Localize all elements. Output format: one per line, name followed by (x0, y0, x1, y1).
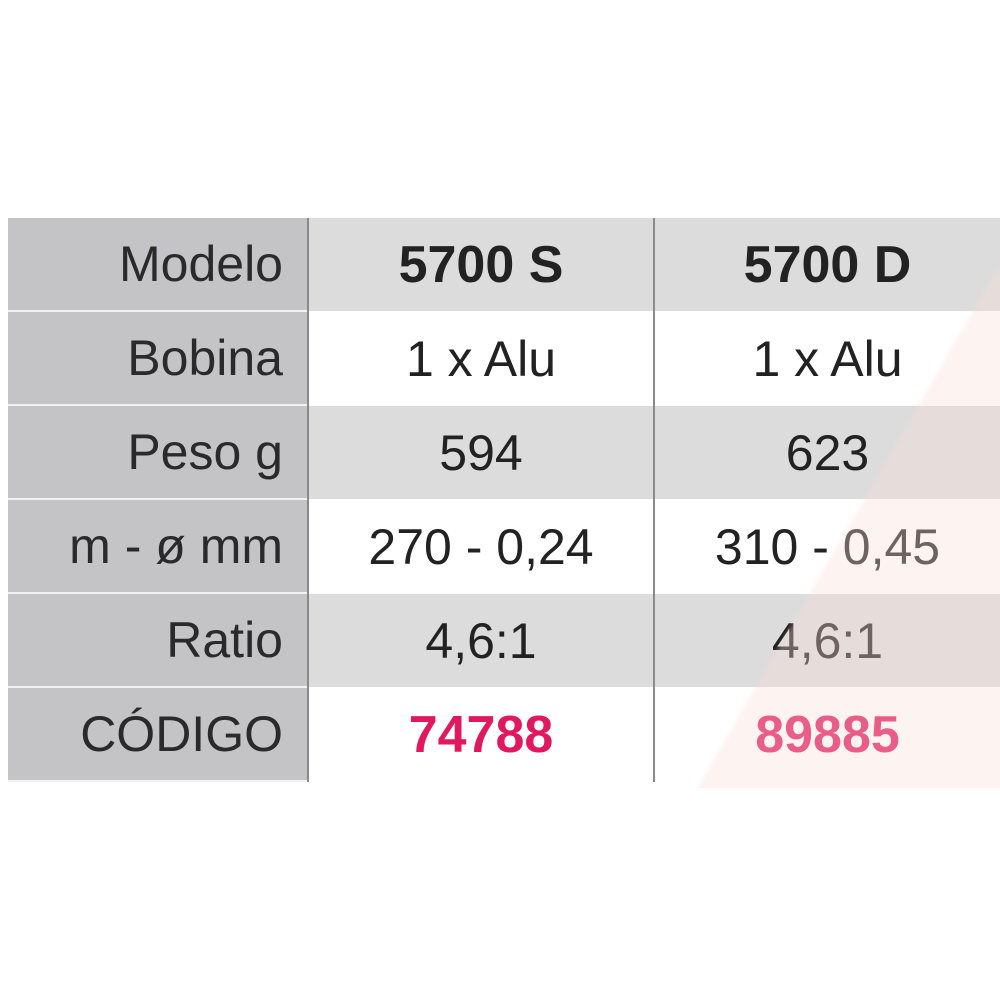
row-label: Peso g (8, 406, 307, 500)
row-label: Bobina (8, 312, 307, 406)
table-cell: 4,6:1 (309, 594, 653, 688)
product-code: 74788 (309, 688, 653, 782)
column-divider (307, 406, 309, 500)
column-divider (653, 500, 655, 594)
table-cell: 1 x Alu (309, 312, 653, 406)
row-label: CÓDIGO (8, 688, 307, 782)
column-divider (307, 688, 309, 782)
column-divider (653, 406, 655, 500)
table-cell: 310 - 0,45 (655, 500, 1000, 594)
row-label: Modelo (8, 218, 307, 312)
column-divider (307, 312, 309, 406)
row-label: Ratio (8, 594, 307, 688)
table-cell: 623 (655, 406, 1000, 500)
row-label: m - ø mm (8, 500, 307, 594)
table-cell: 270 - 0,24 (309, 500, 653, 594)
column-divider (653, 218, 655, 312)
model-header: 5700 D (655, 218, 1000, 312)
product-code: 89885 (655, 688, 1000, 782)
column-divider (307, 500, 309, 594)
column-divider (307, 594, 309, 688)
table-cell: 1 x Alu (655, 312, 1000, 406)
table-cell: 594 (309, 406, 653, 500)
column-divider (653, 312, 655, 406)
column-divider (653, 688, 655, 782)
model-header: 5700 S (309, 218, 653, 312)
spec-table: Modelo 5700 S 5700 D Bobina 1 x Alu 1 x … (8, 218, 1000, 782)
column-divider (653, 594, 655, 688)
table-cell: 4,6:1 (655, 594, 1000, 688)
column-divider (307, 218, 309, 312)
